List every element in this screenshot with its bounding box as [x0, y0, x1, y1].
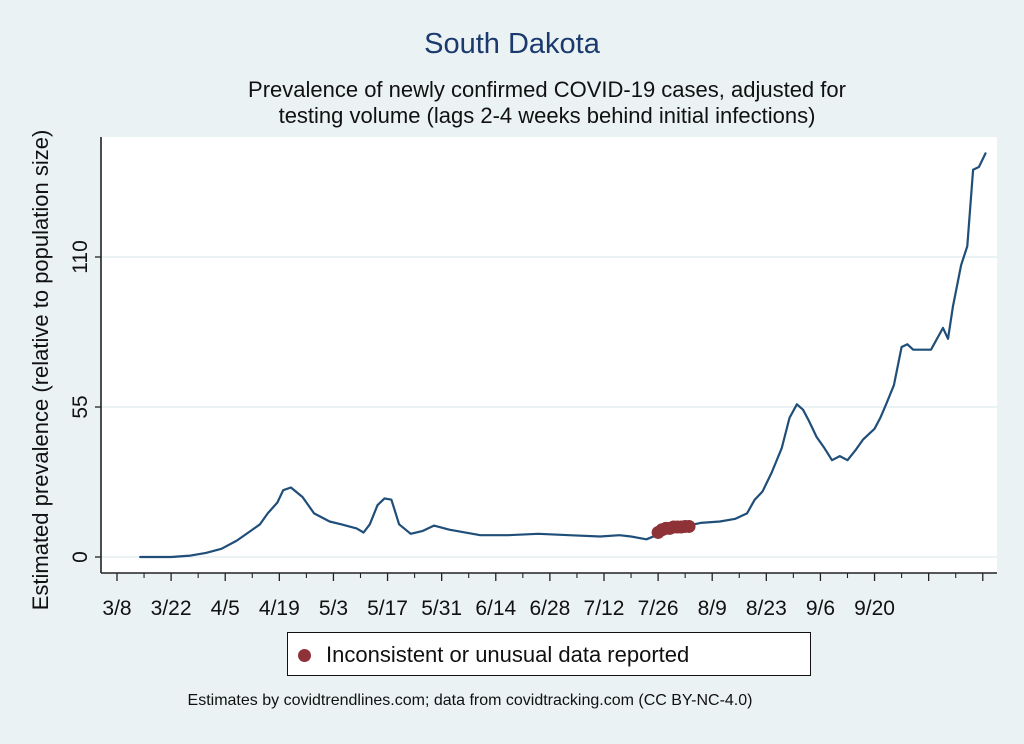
x-tick-label: 5/31 — [421, 597, 462, 620]
x-tick-label: 7/26 — [638, 597, 679, 620]
gridlines — [101, 256, 997, 558]
x-tick-label: 7/12 — [584, 597, 625, 620]
plot-area — [101, 137, 997, 573]
source-footer: Estimates by covidtrendlines.com; data f… — [187, 692, 753, 709]
x-tick-label: 6/28 — [529, 597, 570, 620]
y-tick-label: 0 — [69, 551, 92, 563]
x-tick-label: 8/23 — [746, 597, 787, 620]
legend: Inconsistent or unusual data reported — [287, 632, 811, 676]
chart-subtitle-line-1: Prevalence of newly confirmed COVID-19 c… — [248, 77, 846, 102]
x-tick-label: 5/3 — [319, 597, 348, 620]
x-ticks: 3/8 3/22 4/5 4/19 5/3 5/17 5/31 6/14 6/28 7/12 7/2… — [102, 573, 984, 620]
x-tick-label: 4/5 — [211, 597, 240, 620]
x-tick-label: 9/20 — [854, 597, 895, 620]
legend-marker-dot-icon — [298, 649, 311, 662]
y-ticks: 0 55 110 — [69, 240, 101, 563]
legend-entry: Inconsistent or unusual data reported — [326, 642, 690, 667]
x-tick-label: 5/17 — [367, 597, 408, 620]
marker-layer — [651, 519, 696, 539]
y-tick-label: 55 — [69, 395, 92, 418]
y-tick-label: 110 — [69, 240, 92, 273]
x-tick-label: 4/19 — [259, 597, 300, 620]
x-tick-label: 3/8 — [102, 597, 131, 620]
x-tick-label: 8/9 — [698, 597, 727, 620]
x-tick-label: 9/6 — [806, 597, 835, 620]
x-tick-label: 6/14 — [475, 597, 516, 620]
chart-subtitle-line-2: testing volume (lags 2-4 weeks behind in… — [278, 103, 816, 128]
unusual-data-marker — [682, 519, 696, 533]
x-tick-label: 3/22 — [151, 597, 192, 620]
chart-title: South Dakota — [424, 28, 600, 60]
